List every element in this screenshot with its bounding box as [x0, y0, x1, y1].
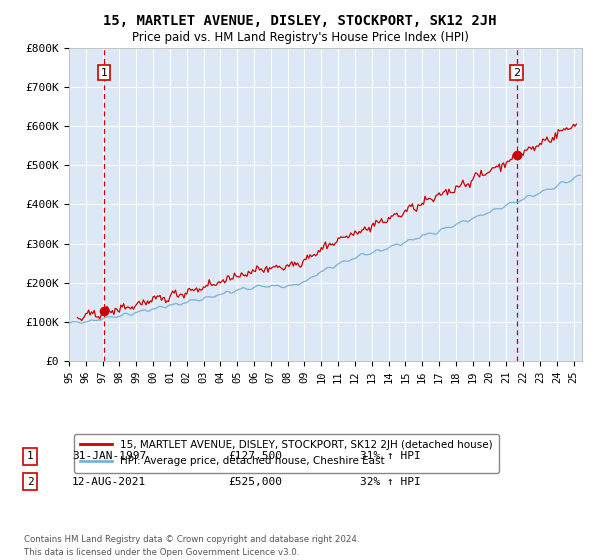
Text: £127,500: £127,500: [228, 451, 282, 461]
Text: 15, MARTLET AVENUE, DISLEY, STOCKPORT, SK12 2JH: 15, MARTLET AVENUE, DISLEY, STOCKPORT, S…: [103, 14, 497, 28]
Legend: 15, MARTLET AVENUE, DISLEY, STOCKPORT, SK12 2JH (detached house), HPI: Average p: 15, MARTLET AVENUE, DISLEY, STOCKPORT, S…: [74, 434, 499, 473]
Text: Price paid vs. HM Land Registry's House Price Index (HPI): Price paid vs. HM Land Registry's House …: [131, 31, 469, 44]
Text: Contains HM Land Registry data © Crown copyright and database right 2024.
This d: Contains HM Land Registry data © Crown c…: [24, 535, 359, 557]
Text: 31-JAN-1997: 31-JAN-1997: [72, 451, 146, 461]
Text: 1: 1: [26, 451, 34, 461]
Text: 12-AUG-2021: 12-AUG-2021: [72, 477, 146, 487]
Text: £525,000: £525,000: [228, 477, 282, 487]
Text: 1: 1: [100, 68, 107, 78]
Text: 2: 2: [513, 68, 520, 78]
Text: 32% ↑ HPI: 32% ↑ HPI: [360, 477, 421, 487]
Text: 31% ↑ HPI: 31% ↑ HPI: [360, 451, 421, 461]
Text: 2: 2: [26, 477, 34, 487]
